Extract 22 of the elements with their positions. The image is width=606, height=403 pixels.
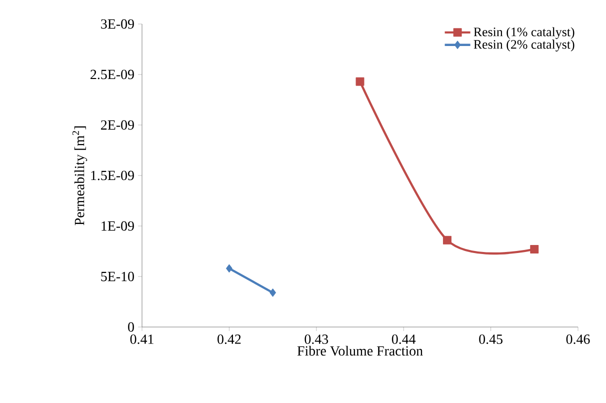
x-axis-title: Fibre Volume Fraction (297, 346, 423, 356)
x-tick-label: 0.46 (566, 334, 590, 344)
y-tick-label: 3E-09 (101, 19, 134, 29)
y-tick-label: 2.5E-09 (90, 70, 134, 80)
x-tick-label: 0.44 (392, 334, 416, 344)
y-tick-label: 2E-09 (101, 120, 134, 130)
point (442, 236, 452, 244)
y-axis-title: Permeability [m$^{2}$] (72, 126, 88, 226)
x-tick-label: 0.45 (479, 334, 502, 344)
x-tick-label: 0.42 (218, 334, 241, 344)
legend-label: Resin (1% catalyst) (474, 27, 574, 39)
legend-label: Resin (2% catalyst) (474, 40, 574, 52)
point (270, 288, 276, 297)
x-tick-label: 0.43 (304, 334, 328, 344)
y-tick-label: 1.5E-09 (91, 170, 134, 180)
point (530, 244, 539, 254)
y-tick-label: 1E-09 (102, 221, 134, 231)
point (356, 77, 364, 86)
x-tick-label: 0.41 (130, 334, 154, 344)
y-tick-label: 0 (128, 322, 134, 332)
point (226, 264, 232, 273)
y-tick-label: 5E-10 (101, 272, 134, 282)
